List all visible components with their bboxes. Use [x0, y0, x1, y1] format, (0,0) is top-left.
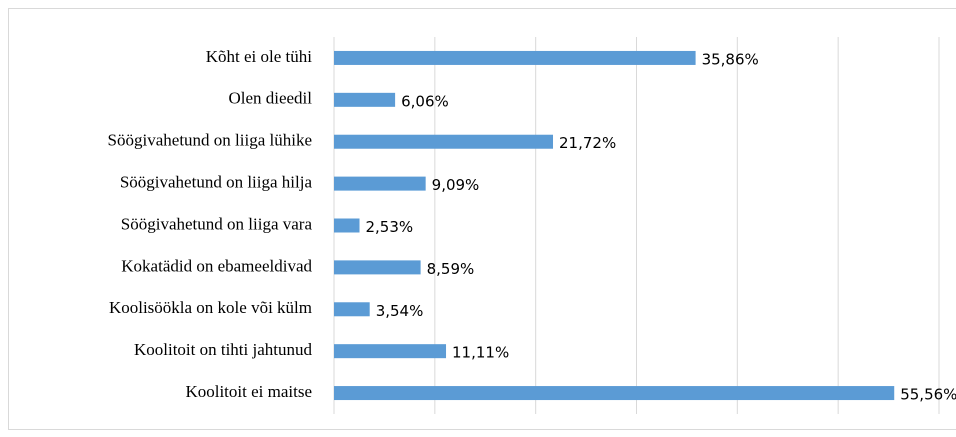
bar [334, 302, 370, 317]
bar [334, 92, 396, 107]
value-label: 6,06% [401, 92, 449, 110]
bar [334, 386, 895, 401]
value-label: 55,56% [900, 386, 956, 404]
y-tick-label: Söögivahetund on liiga lühike [108, 131, 312, 150]
y-tick-label: Söögivahetund on liiga hilja [120, 173, 313, 192]
chart-border [8, 8, 956, 430]
value-label: 35,86% [702, 50, 759, 68]
bar [334, 344, 447, 359]
value-label: 2,53% [366, 218, 414, 236]
bar [334, 176, 426, 191]
bar [334, 134, 554, 149]
value-label: 9,09% [432, 176, 480, 194]
y-tick-label: Koolitoit ei maitse [185, 382, 312, 401]
bar [334, 218, 360, 233]
y-tick-label: Koolitoit on tihti jahtunud [134, 340, 313, 359]
y-tick-label: Olen dieedil [228, 89, 312, 108]
value-label: 11,11% [452, 344, 509, 362]
value-label: 3,54% [376, 302, 424, 320]
y-tick-label: Kõht ei ole tühi [206, 47, 313, 66]
bar [334, 260, 421, 275]
y-tick-label: Söögivahetund on liiga vara [121, 214, 313, 233]
y-tick-label: Kokatädid on ebameeldivad [121, 256, 312, 275]
bar [334, 50, 696, 65]
value-label: 21,72% [559, 134, 616, 152]
value-label: 8,59% [427, 260, 475, 278]
y-tick-label: Koolisöökla on kole või külm [109, 298, 312, 317]
